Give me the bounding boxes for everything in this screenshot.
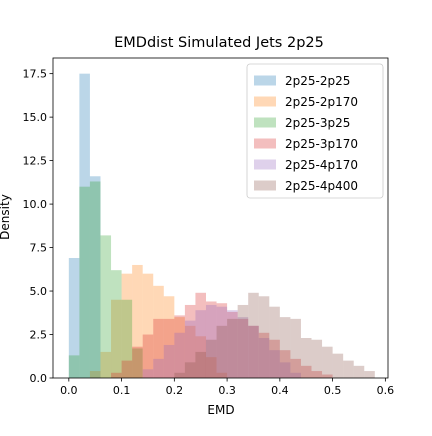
x-axis-label: EMD [207, 403, 234, 417]
histogram-bar [238, 305, 249, 378]
legend-label: 2p25-4p400 [285, 179, 358, 193]
histogram-bar [79, 187, 90, 378]
histogram-bar [290, 319, 301, 378]
legend-swatch [254, 160, 276, 170]
y-tick-label: 15.0 [23, 111, 48, 124]
histogram-bar [364, 371, 375, 378]
x-tick-label: 0.2 [166, 384, 184, 397]
legend-swatch [254, 139, 276, 149]
histogram-bar [90, 181, 101, 378]
histogram-bar [185, 362, 196, 378]
y-tick-label: 12.5 [23, 155, 48, 168]
x-tick-label: 0.1 [113, 384, 131, 397]
histogram-bar [174, 333, 185, 378]
histogram-bar [312, 340, 323, 378]
chart-title: EMDdist Simulated Jets 2p25 [114, 35, 324, 51]
histogram-bar [195, 352, 206, 378]
histogram-bar [227, 319, 238, 378]
y-tick-label: 5.0 [30, 285, 48, 298]
x-tick-label: 0.6 [377, 384, 395, 397]
y-tick-label: 10.0 [23, 198, 48, 211]
x-tick-label: 0.5 [324, 384, 342, 397]
histogram-bar [343, 361, 354, 378]
x-tick-label: 0.0 [60, 384, 78, 397]
histogram-bar [174, 373, 185, 378]
legend-swatch [254, 181, 276, 191]
histogram-bar [322, 347, 333, 378]
histogram-bar [164, 345, 175, 378]
histogram-bar [259, 296, 270, 378]
histogram-bar [153, 359, 164, 378]
legend-swatch [254, 97, 276, 107]
y-tick-label: 0.0 [30, 372, 48, 385]
histogram-bar [143, 369, 154, 378]
x-tick-label: 0.3 [218, 384, 236, 397]
histogram-bar [132, 347, 143, 378]
legend-swatch [254, 76, 276, 86]
legend-label: 2p25-3p170 [285, 137, 358, 151]
legend-label: 2p25-3p25 [285, 116, 350, 130]
histogram-bar [333, 354, 344, 378]
legend: 2p25-2p25 2p25-2p170 2p25-3p25 2p25-3p170 2p… [247, 64, 383, 198]
histogram-bar [111, 373, 122, 378]
y-tick-label: 2.5 [30, 329, 48, 342]
histogram-bar [100, 235, 111, 378]
histogram-bar [122, 361, 133, 378]
histogram-bar [354, 366, 365, 378]
histogram-bar [269, 307, 280, 378]
y-tick-label: 7.5 [30, 242, 48, 255]
y-tick-label: 17.5 [23, 68, 48, 81]
histogram-bar [111, 270, 122, 378]
histogram-bar [206, 340, 217, 378]
legend-label: 2p25-2p25 [285, 74, 350, 88]
histogram-bar [280, 317, 291, 378]
histogram-bar [248, 293, 259, 378]
legend-swatch [254, 118, 276, 128]
legend-label: 2p25-2p170 [285, 95, 358, 109]
y-axis-label: Density [0, 194, 12, 240]
histogram-bar [69, 355, 80, 378]
histogram-bar [217, 326, 228, 378]
histogram-bar [301, 338, 312, 378]
x-tick-label: 0.4 [271, 384, 289, 397]
legend-label: 2p25-4p170 [285, 158, 358, 172]
